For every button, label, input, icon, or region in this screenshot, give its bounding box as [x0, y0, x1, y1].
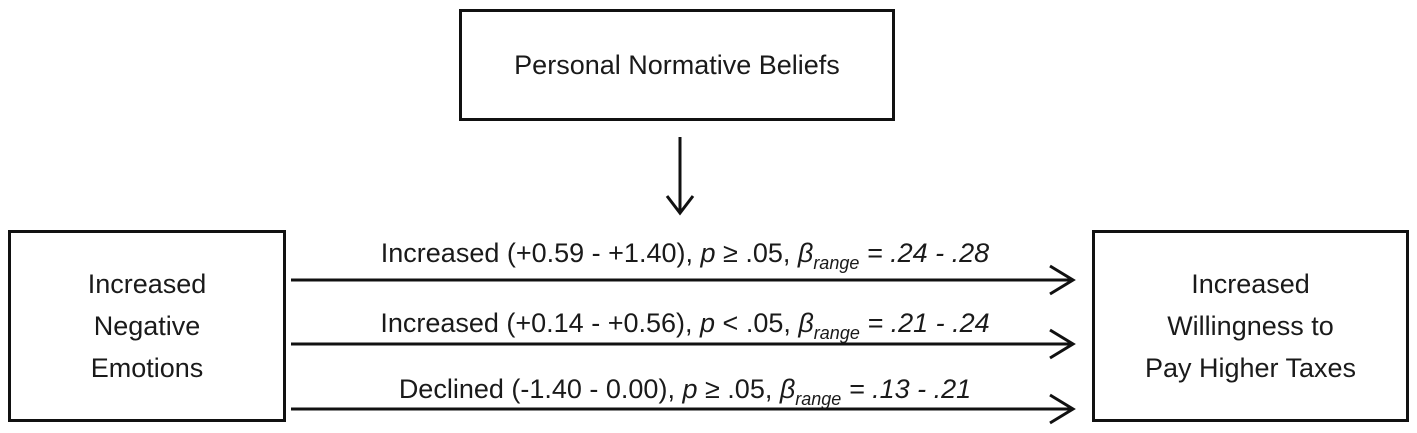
- beta-symbol: β: [779, 374, 796, 404]
- path-arrow-1: [291, 264, 1076, 296]
- box-text: Increased Willingness to Pay Higher Taxe…: [1145, 263, 1356, 389]
- p-value: ≥ .05,: [697, 374, 780, 404]
- path-label-3: Declined (-1.40 - 0.00), p ≥ .05, βrange…: [290, 372, 1080, 409]
- negative-emotions-box: Increased Negative Emotions: [8, 230, 286, 422]
- path-arrow-3: [291, 393, 1076, 425]
- beta-symbol: β: [798, 308, 814, 338]
- box-text: Increased Negative Emotions: [88, 263, 207, 389]
- moderator-arrow: [665, 137, 695, 216]
- beta-subscript: range: [813, 253, 860, 273]
- p-symbol: p: [682, 374, 698, 404]
- p-value: ≥ .05,: [715, 238, 798, 268]
- box-line: Personal Normative Beliefs: [514, 50, 840, 80]
- box-text: Personal Normative Beliefs: [514, 44, 840, 86]
- beta-symbol: β: [797, 238, 814, 268]
- beta-subscript: range: [795, 389, 842, 409]
- path-prefix: Increased (+0.59 - +1.40),: [380, 238, 701, 268]
- p-symbol: p: [700, 238, 716, 268]
- path-arrow-2: [291, 328, 1076, 360]
- path-prefix: Declined (-1.40 - 0.00),: [398, 374, 683, 404]
- box-line: Pay Higher Taxes: [1144, 353, 1357, 383]
- path-label-1: Increased (+0.59 - +1.40), p ≥ .05, βran…: [290, 236, 1080, 273]
- path-prefix: Increased (+0.14 - +0.56),: [380, 308, 701, 338]
- p-value: < .05,: [715, 308, 799, 338]
- path-label-2: Increased (+0.14 - +0.56), p < .05, βran…: [290, 306, 1080, 343]
- beta-value: = .21 - .24: [859, 308, 990, 338]
- p-symbol: p: [700, 308, 716, 338]
- box-line: Negative: [93, 311, 201, 341]
- willingness-to-pay-box: Increased Willingness to Pay Higher Taxe…: [1092, 230, 1409, 422]
- box-line: Willingness to: [1167, 311, 1334, 341]
- box-line: Emotions: [90, 353, 204, 383]
- beta-subscript: range: [813, 323, 860, 343]
- box-line: Increased: [1191, 269, 1310, 299]
- beta-value: = .13 - .21: [841, 374, 972, 404]
- box-line: Increased: [87, 269, 207, 299]
- personal-normative-beliefs-box: Personal Normative Beliefs: [459, 9, 895, 121]
- beta-value: = .24 - .28: [859, 238, 990, 268]
